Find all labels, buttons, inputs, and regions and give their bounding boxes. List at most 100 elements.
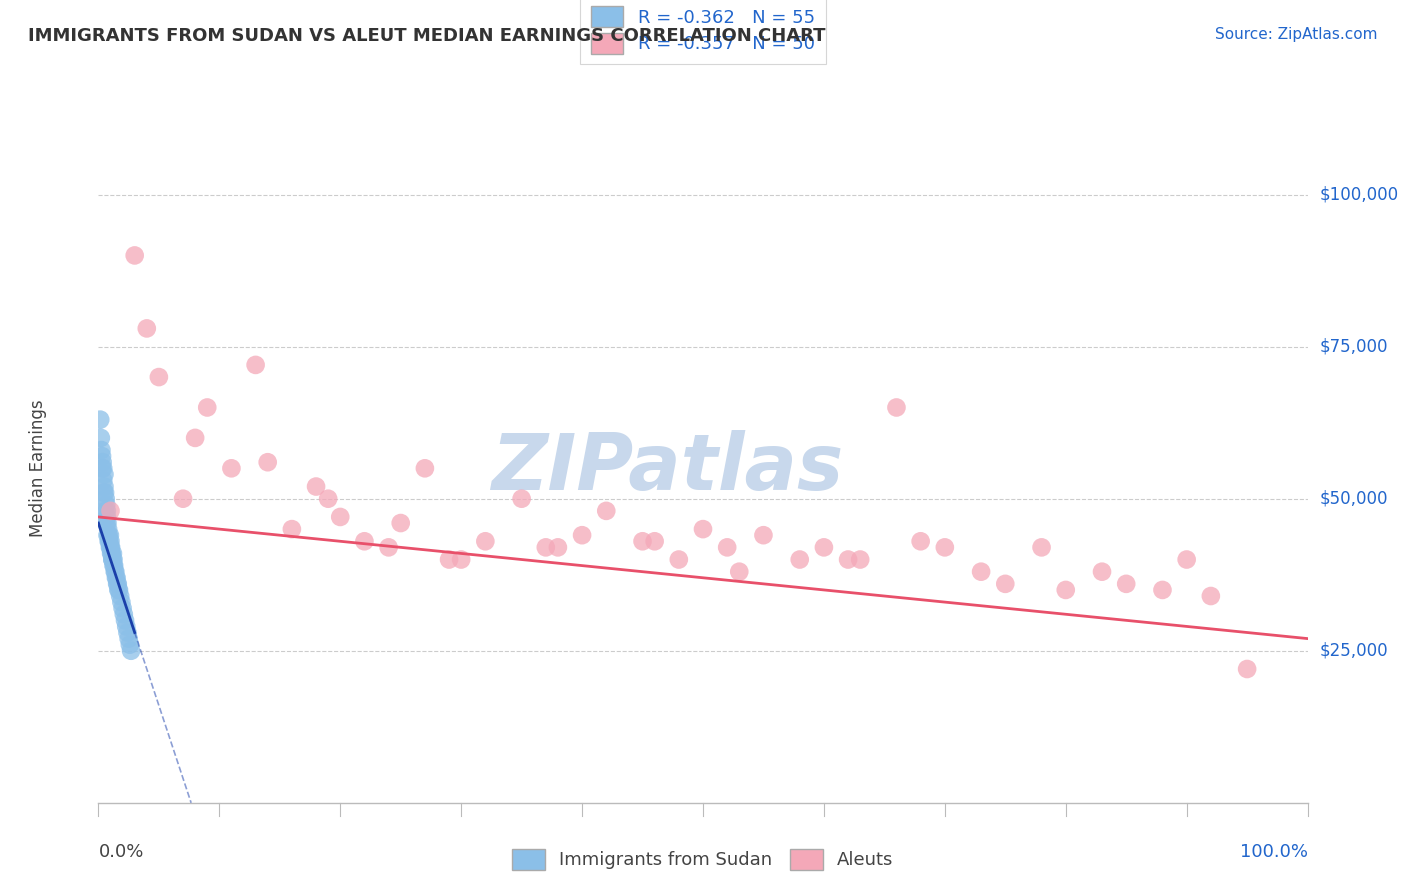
Point	[110, 595, 132, 609]
Point	[256, 455, 278, 469]
Point	[93, 467, 115, 482]
Text: $50,000: $50,000	[1320, 490, 1388, 508]
Point	[1175, 552, 1198, 566]
Point	[103, 558, 125, 573]
Point	[105, 577, 128, 591]
Point	[94, 491, 117, 506]
Text: 100.0%: 100.0%	[1240, 843, 1308, 861]
Point	[172, 491, 194, 506]
Point	[98, 528, 121, 542]
Point	[716, 541, 738, 555]
Text: 0.0%: 0.0%	[98, 843, 143, 861]
Point	[114, 613, 136, 627]
Point	[89, 412, 111, 426]
Point	[789, 552, 811, 566]
Text: $100,000: $100,000	[1320, 186, 1399, 203]
Point	[305, 479, 328, 493]
Point	[98, 534, 121, 549]
Point	[970, 565, 993, 579]
Point	[107, 577, 129, 591]
Point	[413, 461, 436, 475]
Point	[221, 461, 243, 475]
Point	[1152, 582, 1174, 597]
Point	[91, 449, 114, 463]
Point	[97, 528, 120, 542]
Point	[1115, 577, 1137, 591]
Point	[93, 485, 115, 500]
Point	[96, 504, 118, 518]
Point	[474, 534, 496, 549]
Point	[100, 541, 122, 555]
Point	[100, 546, 122, 560]
Point	[98, 541, 121, 555]
Legend: Immigrants from Sudan, Aleuts: Immigrants from Sudan, Aleuts	[502, 838, 904, 880]
Point	[595, 504, 617, 518]
Point	[91, 455, 114, 469]
Point	[120, 644, 142, 658]
Point	[104, 565, 127, 579]
Text: $75,000: $75,000	[1320, 338, 1388, 356]
Point	[510, 491, 533, 506]
Point	[103, 552, 125, 566]
Point	[93, 479, 115, 493]
Point	[115, 619, 138, 633]
Point	[728, 565, 751, 579]
Point	[100, 534, 122, 549]
Point	[91, 461, 114, 475]
Point	[108, 582, 131, 597]
Text: IMMIGRANTS FROM SUDAN VS ALEUT MEDIAN EARNINGS CORRELATION CHART: IMMIGRANTS FROM SUDAN VS ALEUT MEDIAN EA…	[28, 27, 825, 45]
Point	[849, 552, 872, 566]
Point	[692, 522, 714, 536]
Point	[934, 541, 956, 555]
Point	[148, 370, 170, 384]
Point	[103, 558, 125, 573]
Point	[1199, 589, 1222, 603]
Point	[377, 541, 399, 555]
Point	[91, 461, 114, 475]
Point	[571, 528, 593, 542]
Point	[644, 534, 666, 549]
Point	[329, 510, 352, 524]
Point	[101, 552, 124, 566]
Point	[118, 638, 141, 652]
Point	[96, 510, 118, 524]
Text: Median Earnings: Median Earnings	[30, 400, 46, 537]
Point	[994, 577, 1017, 591]
Point	[281, 522, 304, 536]
Text: ZIPatlas: ZIPatlas	[491, 430, 842, 507]
Point	[90, 431, 112, 445]
Point	[135, 321, 157, 335]
Point	[94, 504, 117, 518]
Point	[117, 625, 139, 640]
Point	[631, 534, 654, 549]
Point	[100, 541, 122, 555]
Point	[96, 516, 118, 530]
Point	[910, 534, 932, 549]
Point	[1054, 582, 1077, 597]
Point	[100, 504, 122, 518]
Point	[195, 401, 218, 415]
Point	[112, 607, 135, 622]
Point	[813, 541, 835, 555]
Point	[1236, 662, 1258, 676]
Point	[104, 571, 127, 585]
Point	[96, 516, 118, 530]
Point	[101, 552, 124, 566]
Point	[124, 248, 146, 262]
Point	[108, 589, 131, 603]
Point	[752, 528, 775, 542]
Point	[837, 552, 859, 566]
Point	[353, 534, 375, 549]
Point	[437, 552, 460, 566]
Point	[90, 443, 112, 458]
Point	[886, 401, 908, 415]
Point	[547, 541, 569, 555]
Point	[1091, 565, 1114, 579]
Point	[97, 534, 120, 549]
Point	[1031, 541, 1053, 555]
Point	[104, 565, 127, 579]
Point	[245, 358, 267, 372]
Point	[97, 522, 120, 536]
Point	[100, 546, 122, 560]
Point	[534, 541, 557, 555]
